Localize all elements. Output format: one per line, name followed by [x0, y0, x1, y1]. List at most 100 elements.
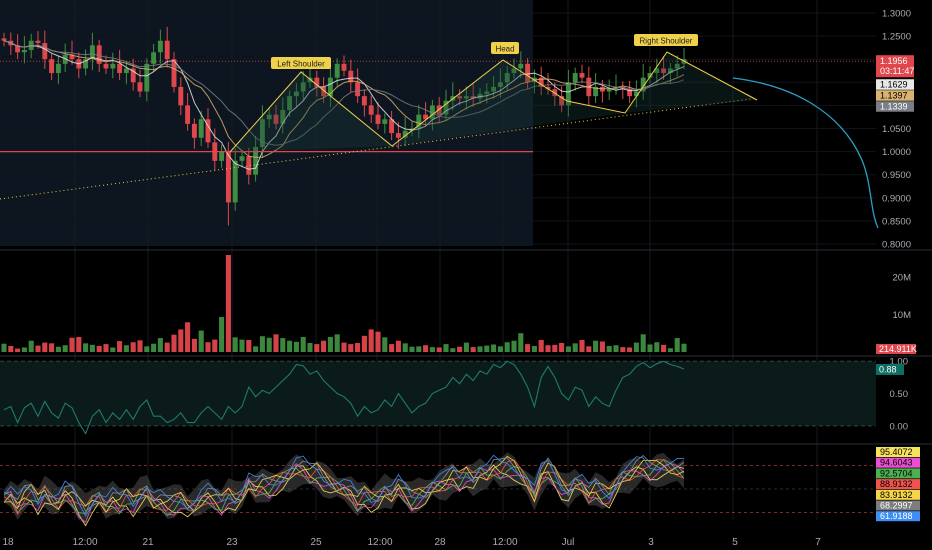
- candle-body: [470, 96, 476, 99]
- candle-body: [273, 114, 279, 124]
- candle-body: [157, 40, 163, 53]
- candle-body: [525, 63, 531, 83]
- volume-bar: [504, 342, 510, 352]
- volume-bar: [49, 343, 55, 352]
- volume-bar: [15, 348, 21, 352]
- volume-axis-tick: 10M: [893, 310, 912, 321]
- volume-bar: [321, 340, 327, 352]
- candle-body: [511, 68, 517, 74]
- price-axis[interactable]: 1.30001.25001.20001.15001.10001.05001.00…: [876, 9, 914, 251]
- volume-bar: [463, 342, 469, 352]
- last-price-value: 1.1956: [880, 56, 908, 66]
- candle-body: [443, 100, 449, 115]
- candle-body: [69, 54, 75, 60]
- candle-body: [130, 68, 136, 83]
- candle-body: [49, 59, 55, 74]
- candle-body: [205, 119, 211, 143]
- pattern-label: Head: [495, 45, 514, 54]
- volume-axis-tick: 20M: [893, 272, 912, 283]
- grid-lines: [0, 0, 932, 520]
- oscillator-axis-tick: 0.00: [890, 421, 909, 432]
- rsi-value-badge: [876, 468, 920, 479]
- rsi-value: 68.2997: [880, 501, 913, 511]
- candle-body: [219, 151, 225, 161]
- time-axis-label: 12:00: [367, 537, 392, 548]
- candle-body: [83, 59, 89, 69]
- volume-bar: [225, 254, 231, 352]
- rsi-series-line: [3, 459, 685, 517]
- time-axis-label: 28: [434, 537, 446, 548]
- volume-bar: [76, 336, 82, 352]
- candle-body: [287, 96, 293, 111]
- time-axis-label: 12:00: [72, 537, 97, 548]
- ma-price-badge: [876, 101, 914, 112]
- volume-bar: [341, 342, 347, 352]
- price-axis-tick: 1.2500: [882, 32, 911, 43]
- time-axis-label: 3: [648, 537, 654, 548]
- candle-body: [246, 156, 252, 175]
- volume-bar: [565, 346, 571, 352]
- candle-body: [178, 86, 184, 106]
- price-axis-tick: 1.0500: [882, 124, 911, 135]
- volume-bar: [450, 348, 456, 352]
- volume-bar: [144, 346, 150, 352]
- volume-bar: [552, 344, 558, 352]
- volume-bar: [409, 346, 415, 352]
- candle-body: [667, 68, 673, 74]
- volume-bar: [198, 330, 204, 352]
- volume-bar: [96, 345, 102, 352]
- volume-bar: [246, 339, 252, 352]
- rsi-value: 94.6043: [880, 458, 913, 468]
- candle-body: [348, 70, 354, 83]
- rsi-value-badge: [876, 489, 920, 500]
- projection-curve: [732, 77, 879, 229]
- volume-bar: [300, 336, 306, 352]
- candle-body: [627, 89, 633, 97]
- ma-price-badge: [876, 90, 914, 101]
- rsi-value: 61.9188: [880, 511, 913, 521]
- candle-body: [334, 63, 340, 78]
- candle-body: [565, 82, 571, 106]
- candle-body: [55, 63, 61, 74]
- volume-bar: [579, 339, 585, 352]
- pattern-fill: [230, 52, 757, 152]
- volume-bar: [389, 344, 395, 352]
- volume-bar: [157, 338, 163, 352]
- volume-bar: [627, 347, 633, 352]
- oscillator-panel: 1.00 0.50 0.00 0.88: [0, 357, 909, 435]
- candle-body: [35, 40, 41, 44]
- candle-body: [307, 77, 313, 83]
- volume-bar: [327, 336, 333, 352]
- candle-body: [171, 59, 177, 87]
- candle-body: [654, 68, 660, 74]
- volume-bar: [457, 346, 463, 352]
- volume-bar: [572, 343, 578, 352]
- candle-body: [375, 114, 381, 124]
- pattern-label: Left Shoulder: [277, 60, 325, 69]
- candle-body: [137, 82, 143, 92]
- volume-bar: [117, 341, 123, 352]
- last-price-badge: [876, 55, 914, 78]
- volume-bar: [103, 344, 109, 352]
- volume-bar: [83, 343, 89, 352]
- candle-body: [497, 82, 503, 87]
- pattern-label-bg: [271, 57, 331, 69]
- pattern-zigzag: [229, 51, 758, 153]
- candle-body: [253, 146, 259, 175]
- time-axis[interactable]: 18 12:00 21 23 25 12:00 28 12:00 Jul 3 5 7: [2, 537, 821, 548]
- volume-last-badge: [876, 344, 916, 354]
- volume-bar: [273, 334, 279, 352]
- price-panel-highlight: [0, 0, 533, 246]
- time-axis-label: 5: [732, 537, 738, 548]
- volume-bar: [667, 348, 673, 352]
- volume-bar: [28, 340, 34, 352]
- candle-body: [572, 73, 578, 83]
- volume-bar: [531, 345, 537, 352]
- rsi-value-badge: [876, 500, 920, 511]
- rsi-value-badge: [876, 457, 920, 468]
- volume-bar: [123, 345, 129, 352]
- candle-body: [395, 133, 401, 138]
- volume-bar: [314, 344, 320, 352]
- ma-price-value: 1.1629: [880, 80, 908, 90]
